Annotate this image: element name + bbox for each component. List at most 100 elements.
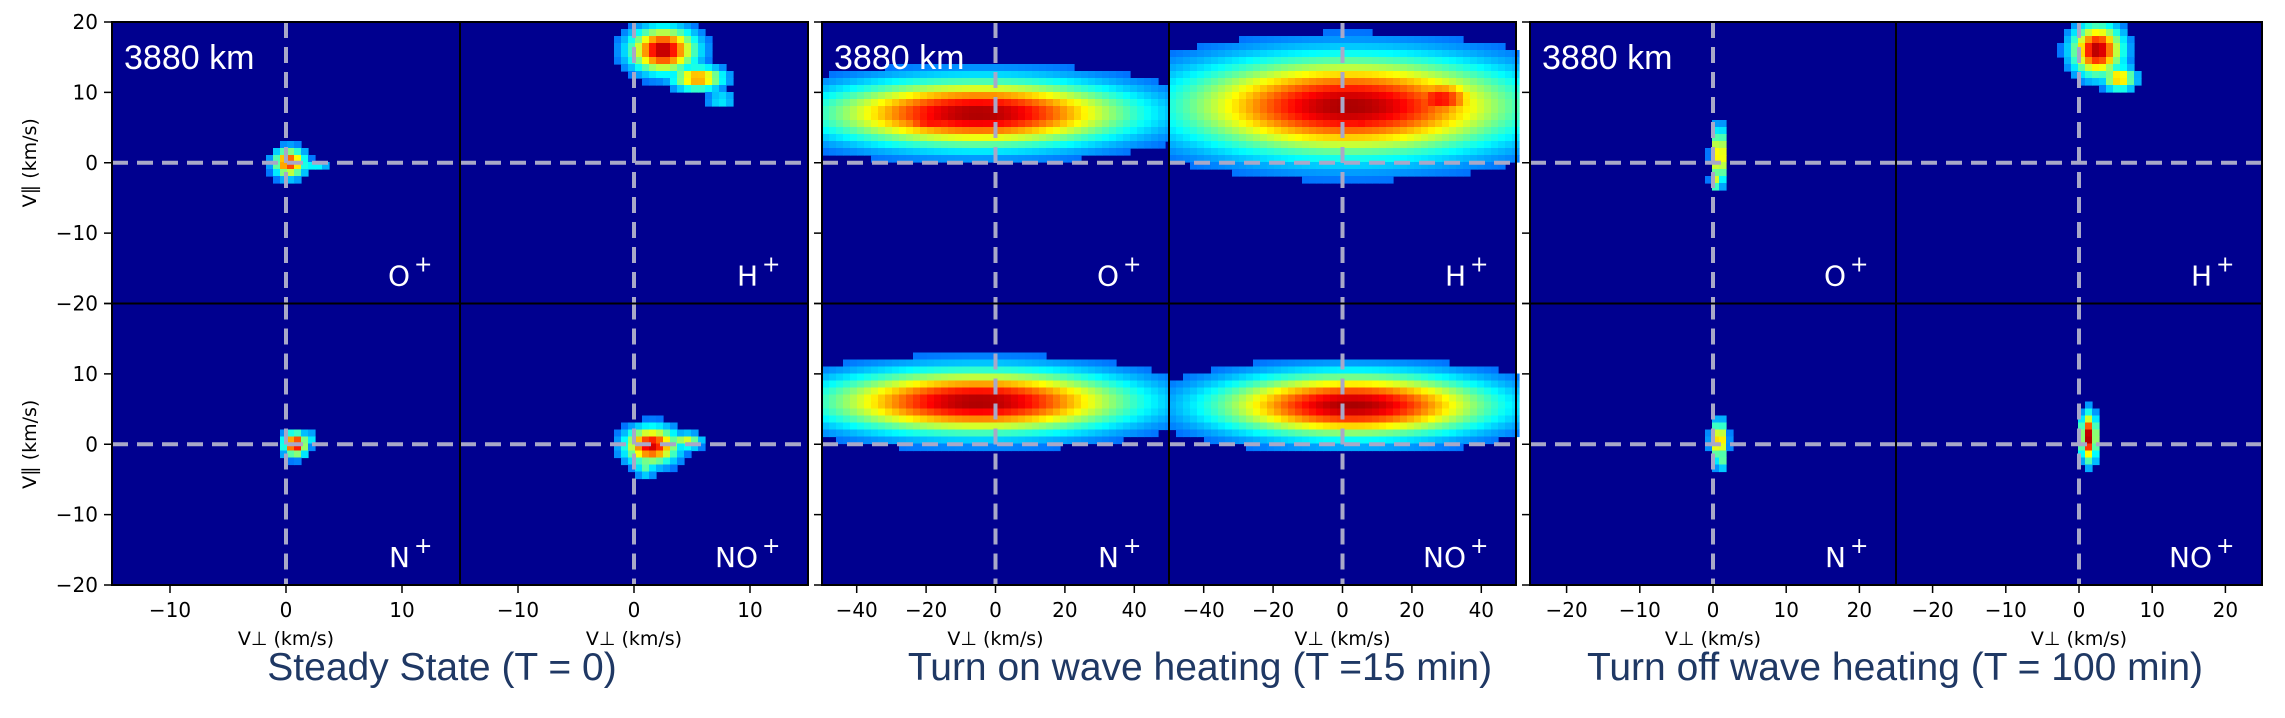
density-cell: [1116, 127, 1124, 135]
density-cell: [1253, 155, 1261, 163]
density-cell: [1246, 113, 1254, 121]
species-charge: +: [1123, 534, 1141, 559]
density-cell: [1344, 50, 1352, 58]
density-cell: [1169, 57, 1177, 65]
density-cell: [1281, 64, 1289, 72]
density-cell: [1407, 99, 1415, 107]
density-cell: [1323, 78, 1331, 86]
density-cell: [913, 366, 921, 375]
density-cell: [2071, 43, 2079, 51]
density-cell: [836, 366, 844, 375]
density-cell: [1074, 373, 1082, 382]
density-cell: [1260, 401, 1268, 410]
density-cell: [955, 92, 963, 100]
density-cell: [1274, 71, 1282, 79]
density-cell: [1095, 127, 1103, 135]
density-cell: [2085, 43, 2093, 51]
density-cell: [1232, 422, 1240, 431]
density-cell: [1295, 155, 1303, 163]
density-cell: [1025, 422, 1033, 431]
density-cell: [1386, 141, 1394, 149]
density-cell: [878, 120, 886, 128]
density-cell: [1400, 373, 1408, 382]
density-cell: [948, 134, 956, 142]
density-cell: [1267, 106, 1275, 114]
density-cell: [1344, 380, 1352, 389]
density-cell: [1407, 92, 1415, 100]
density-cell: [941, 443, 949, 452]
density-cell: [1719, 450, 1727, 459]
density-cell: [1109, 134, 1117, 142]
density-cell: [1295, 373, 1303, 382]
density-cell: [1123, 380, 1131, 389]
density-cell: [1046, 85, 1054, 93]
density-cell: [857, 99, 865, 107]
density-cell: [1109, 366, 1117, 375]
density-cell: [1004, 443, 1012, 452]
density-cell: [1400, 162, 1408, 170]
density-cell: [1344, 134, 1352, 142]
density-cell: [871, 387, 879, 396]
density-cell: [976, 127, 984, 135]
density-cell: [1123, 106, 1131, 114]
panel-o-ion: O +: [112, 22, 460, 304]
density-cell: [906, 106, 914, 114]
density-cell: [1158, 380, 1166, 389]
density-cell: [1074, 155, 1082, 163]
density-cell: [1116, 422, 1124, 431]
density-cell: [1109, 401, 1117, 410]
density-cell: [1281, 43, 1289, 51]
density-cell: [1232, 148, 1240, 156]
density-cell: [1116, 148, 1124, 156]
density-cell: [997, 429, 1005, 438]
density-cell: [621, 436, 629, 445]
density-cell: [1421, 134, 1429, 142]
density-cell: [857, 429, 865, 438]
density-cell: [1225, 64, 1233, 72]
density-cell: [1344, 120, 1352, 128]
density-cell: [1442, 99, 1450, 107]
density-cell: [1088, 380, 1096, 389]
density-cell: [1123, 71, 1131, 79]
density-cell: [941, 155, 949, 163]
density-cell: [1428, 408, 1436, 417]
density-cell: [1169, 134, 1177, 142]
density-cell: [2106, 57, 2114, 65]
density-cell: [1239, 394, 1247, 403]
density-cell: [1204, 99, 1212, 107]
density-cell: [1232, 43, 1240, 51]
density-cell: [1449, 443, 1457, 452]
density-cell: [1498, 408, 1506, 417]
density-cell: [1095, 415, 1103, 424]
density-cell: [1032, 373, 1040, 382]
density-cell: [1253, 92, 1261, 100]
density-cell: [1225, 155, 1233, 163]
density-cell: [1491, 394, 1499, 403]
density-cell: [1442, 50, 1450, 58]
density-cell: [1116, 366, 1124, 375]
density-cell: [2092, 457, 2100, 466]
density-cell: [878, 436, 886, 445]
density-cell: [2099, 36, 2107, 44]
density-cell: [1337, 394, 1345, 403]
density-cell: [962, 85, 970, 93]
density-cell: [1386, 148, 1394, 156]
density-cell: [1323, 359, 1331, 368]
density-cell: [871, 436, 879, 445]
density-cell: [2120, 85, 2128, 93]
density-cell: [1407, 380, 1415, 389]
density-cell: [1323, 57, 1331, 65]
density-cell: [1267, 155, 1275, 163]
density-cell: [1484, 394, 1492, 403]
density-cell: [1414, 387, 1422, 396]
density-cell: [1225, 50, 1233, 58]
density-cell: [1351, 71, 1359, 79]
density-cell: [1505, 387, 1513, 396]
density-cell: [934, 120, 942, 128]
density-cell: [969, 408, 977, 417]
density-cell: [836, 429, 844, 438]
density-cell: [829, 415, 837, 424]
density-cell: [1039, 155, 1047, 163]
density-cell: [1046, 436, 1054, 445]
density-cell: [1218, 92, 1226, 100]
